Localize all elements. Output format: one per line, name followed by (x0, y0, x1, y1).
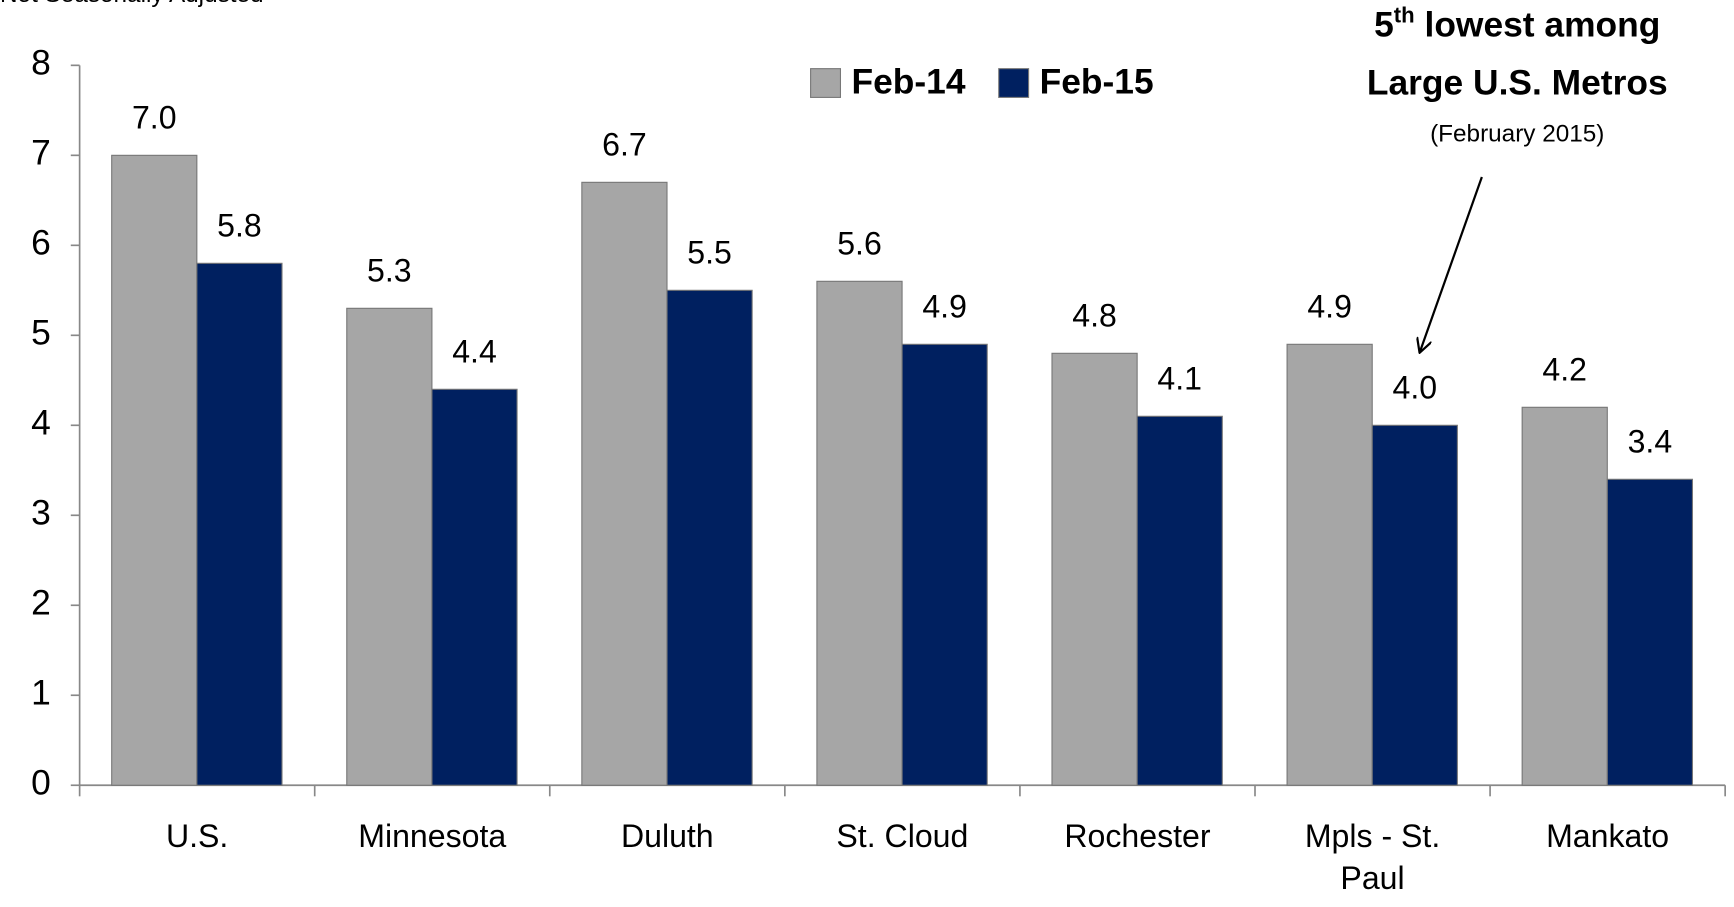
value-label: 6.7 (602, 126, 647, 162)
value-label: 5.3 (367, 252, 412, 288)
bar (1051, 352, 1138, 786)
legend-label: Feb-15 (1040, 62, 1154, 101)
x-tick-label: Mpls - St. Paul (1304, 819, 1441, 897)
annotation-line1: 5th lowest among (1374, 3, 1660, 46)
value-label: 4.8 (1072, 297, 1117, 333)
value-label: 4.0 (1393, 369, 1438, 405)
x-tick-label-box: Mpls - St. Paul (1304, 819, 1441, 897)
x-tick-label-box: Mankato (1546, 819, 1670, 855)
bar (901, 343, 988, 786)
bar (1371, 424, 1458, 786)
value-label: 4.9 (1307, 288, 1352, 324)
x-tick-label: Rochester (1064, 819, 1211, 855)
y-tick-label: 4 (31, 404, 51, 443)
value-label: 7.0 (132, 99, 177, 135)
bar (1606, 478, 1694, 786)
annotation-line3: (February 2015) (1430, 120, 1604, 147)
bar (431, 388, 518, 786)
annotation-arrow (1420, 176, 1483, 352)
value-label: 3.4 (1628, 423, 1673, 459)
bar (1136, 415, 1223, 786)
annotation-rest: lowest among (1415, 6, 1661, 45)
y-tick-label: 8 (31, 44, 51, 83)
value-label: 4.4 (452, 333, 497, 369)
x-tick-label-box: Rochester (1064, 819, 1211, 855)
value-label: 5.8 (217, 207, 262, 243)
x-tick-label: Minnesota (358, 819, 507, 855)
value-label: 5.5 (687, 234, 732, 270)
annotation-suffix: th (1394, 3, 1415, 28)
bar (581, 181, 668, 786)
value-label: 5.6 (837, 225, 882, 261)
bar (1286, 343, 1373, 786)
x-tick-label-box: U.S. (165, 819, 229, 855)
y-tick-label: 2 (31, 584, 51, 623)
annotation-line2: Large U.S. Metros (1367, 64, 1668, 103)
annotation-number: 5 (1374, 6, 1394, 45)
y-tick-label: 0 (31, 764, 51, 803)
y-tick-label: 3 (31, 494, 51, 533)
legend-label: Feb-14 (852, 62, 966, 101)
x-tick-label-box: Minnesota (358, 819, 507, 855)
legend-swatch (810, 68, 842, 98)
y-tick-label: 5 (31, 314, 51, 353)
value-label: 4.1 (1157, 360, 1202, 396)
bar (1521, 406, 1608, 786)
x-tick-label: U.S. (165, 819, 229, 855)
x-tick-label: Mankato (1546, 819, 1670, 855)
bar (666, 289, 753, 786)
y-tick-label: 1 (31, 674, 51, 713)
bar (346, 307, 433, 786)
y-tick-label: 7 (31, 134, 51, 173)
value-label: 4.2 (1542, 351, 1587, 387)
x-tick-label: St. Cloud (836, 819, 969, 855)
bar (816, 280, 903, 786)
bar (111, 154, 198, 786)
y-tick-label: 6 (31, 224, 51, 263)
x-tick-label-box: St. Cloud (836, 819, 969, 855)
legend-swatch (998, 68, 1030, 98)
bar (196, 262, 283, 786)
subtitle: Not Seasonally Adjusted (0, 0, 264, 8)
value-label: 4.9 (922, 288, 967, 324)
x-tick-label-box: Duluth (620, 819, 714, 855)
x-tick-label: Duluth (620, 819, 714, 855)
